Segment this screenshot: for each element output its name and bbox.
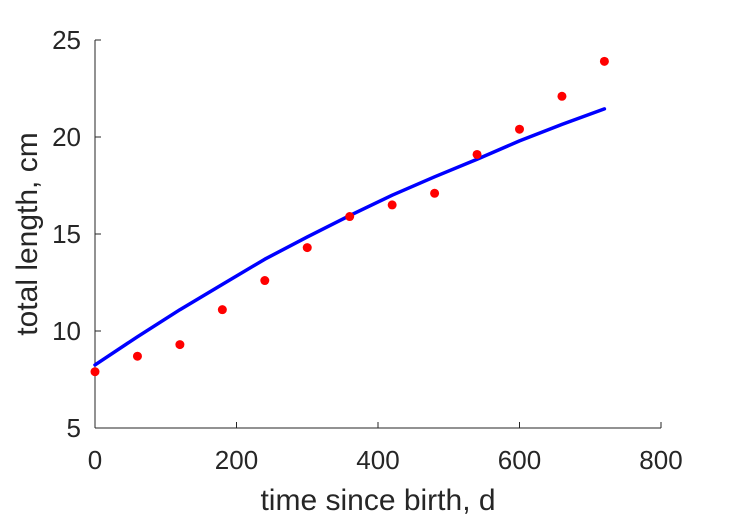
- y-tick-label: 20: [52, 122, 81, 152]
- data-point: [387, 200, 397, 210]
- y-tick-label: 15: [52, 219, 81, 249]
- fit-line: [93, 107, 607, 367]
- data-point: [472, 149, 482, 159]
- x-tick-label: 0: [88, 445, 102, 475]
- data-point: [175, 340, 185, 350]
- x-tick-label: 800: [639, 445, 682, 475]
- data-point: [345, 212, 355, 222]
- data-point: [515, 124, 524, 134]
- y-tick-label: 25: [52, 25, 81, 55]
- data-point: [90, 367, 100, 377]
- y-tick-label: 10: [52, 316, 81, 346]
- data-points-series: [90, 56, 609, 377]
- y-tick-label: 5: [67, 413, 81, 443]
- data-point: [302, 243, 312, 253]
- ticks: 0 200 400 600 800 5 10 15 20 25: [52, 25, 683, 475]
- axes: [94, 40, 661, 429]
- data-point: [217, 305, 227, 315]
- fit-line-series: [93, 107, 607, 367]
- y-axis-label: total length, cm: [11, 132, 44, 335]
- x-tick-label: 400: [356, 445, 399, 475]
- data-point: [430, 188, 440, 198]
- data-point: [557, 91, 567, 101]
- x-tick-label: 600: [498, 445, 541, 475]
- data-point: [599, 56, 609, 66]
- data-point: [132, 351, 142, 361]
- data-point: [260, 276, 270, 286]
- x-tick-label: 200: [215, 445, 258, 475]
- x-axis-label: time since birth, d: [260, 484, 495, 517]
